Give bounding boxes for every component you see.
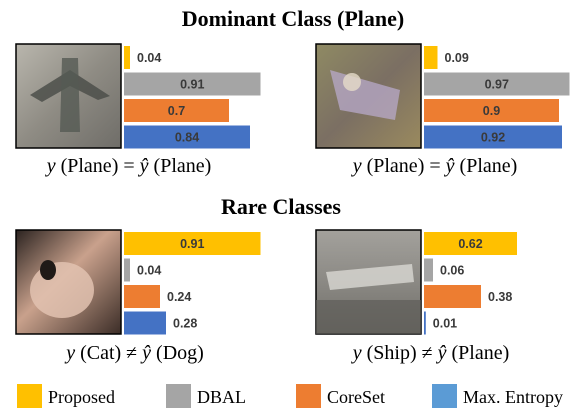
legend: Proposed DBAL CoreSet Max. Entropy (17, 384, 563, 408)
value-label-proposed-ship: 0.62 (458, 237, 482, 251)
bar-max-entropy-ship (424, 311, 426, 335)
value-label-max-entropy-cat: 0.28 (173, 317, 197, 331)
value-label-proposed-cat: 0.91 (180, 237, 204, 251)
section-title-rare: Rare Classes (221, 194, 341, 219)
value-label-max-entropy-ship: 0.01 (433, 317, 457, 331)
caption-plane-1: y (Plane) = ŷ (Plane) (45, 155, 212, 177)
bar-dbal-plane-1 (124, 72, 261, 96)
bar-proposed-plane-2 (424, 46, 438, 69)
legend-label-coreset: CoreSet (327, 387, 385, 407)
value-label-coreset-plane-2: 0.9 (483, 104, 500, 118)
bar-coreset-plane-1 (124, 99, 229, 122)
value-label-max-entropy-plane-1: 0.84 (175, 131, 199, 145)
bar-proposed-plane-1 (124, 46, 130, 69)
value-label-proposed-plane-2: 0.09 (445, 51, 469, 65)
bar-max-entropy-plane-2 (424, 125, 562, 149)
caption-cat: y (Cat) ≠ ŷ (Dog) (64, 342, 204, 364)
caption-plane-2: y (Plane) = ŷ (Plane) (351, 155, 518, 177)
bar-dbal-cat (124, 258, 130, 282)
bar-panel-plane-2: 0.09 0.97 0.9 0.92 (424, 46, 570, 149)
value-label-dbal-cat: 0.04 (137, 264, 161, 278)
legend-swatch-max-entropy (432, 384, 457, 408)
bar-dbal-ship (424, 258, 433, 282)
bar-max-entropy-cat (124, 311, 166, 335)
value-label-proposed-plane-1: 0.04 (137, 51, 161, 65)
thumbnail-plane-2 (315, 43, 422, 149)
caption-ship: y (Ship) ≠ ŷ (Plane) (351, 342, 510, 364)
bar-coreset-plane-2 (424, 99, 559, 122)
bar-proposed-cat (124, 232, 261, 255)
bar-panel-ship: 0.62 0.06 0.38 0.01 (424, 232, 517, 335)
legend-swatch-proposed (17, 384, 42, 408)
thumbnail-cat (15, 229, 122, 335)
value-label-max-entropy-plane-2: 0.92 (481, 131, 505, 145)
bar-proposed-ship (424, 232, 517, 255)
legend-swatch-dbal (166, 384, 191, 408)
value-label-coreset-plane-1: 0.7 (168, 104, 185, 118)
value-label-dbal-ship: 0.06 (440, 264, 464, 278)
value-label-coreset-cat: 0.24 (167, 290, 191, 304)
bar-panel-cat: 0.91 0.04 0.24 0.28 (124, 232, 261, 335)
bar-dbal-plane-2 (424, 72, 570, 96)
bar-coreset-ship (424, 285, 481, 308)
bar-coreset-cat (124, 285, 160, 308)
value-label-coreset-ship: 0.38 (488, 290, 512, 304)
section-title-dominant: Dominant Class (Plane) (182, 6, 404, 31)
thumbnail-ship (315, 229, 422, 335)
thumbnail-plane-1 (15, 43, 122, 149)
value-label-dbal-plane-2: 0.97 (485, 78, 509, 92)
legend-label-max-entropy: Max. Entropy (463, 387, 563, 407)
value-label-dbal-plane-1: 0.91 (180, 78, 204, 92)
legend-label-proposed: Proposed (48, 387, 115, 407)
bar-max-entropy-plane-1 (124, 125, 250, 149)
legend-label-dbal: DBAL (197, 387, 246, 407)
legend-swatch-coreset (296, 384, 321, 408)
bar-panel-plane-1: 0.04 0.91 0.7 0.84 (124, 46, 261, 149)
